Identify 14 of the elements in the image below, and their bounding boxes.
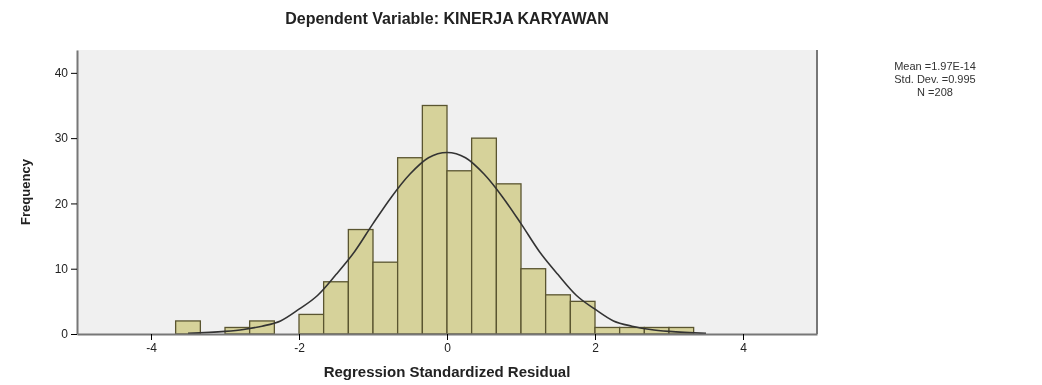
- y-axis-title: Frequency: [18, 158, 33, 225]
- x-axis-title: Regression Standardized Residual: [323, 363, 571, 380]
- y-tick-label: 20: [54, 196, 69, 211]
- chart-title: Dependent Variable: KINERJA KARYAWAN: [285, 10, 609, 27]
- y-tick-label: 40: [54, 66, 69, 81]
- x-tick-label: 4: [740, 340, 748, 355]
- y-tick-label: 10: [54, 262, 69, 277]
- y-tick-label: 0: [61, 327, 69, 342]
- x-tick-label: 0: [444, 340, 452, 355]
- text: Mean =1.97E-14 Std. Dev. =0.995 N =208: [894, 60, 976, 98]
- x-tick-label: 2: [592, 340, 600, 355]
- x-tick-label: -4: [146, 340, 158, 355]
- y-tick-label: 30: [54, 131, 69, 146]
- x-tick-label: -2: [294, 340, 306, 355]
